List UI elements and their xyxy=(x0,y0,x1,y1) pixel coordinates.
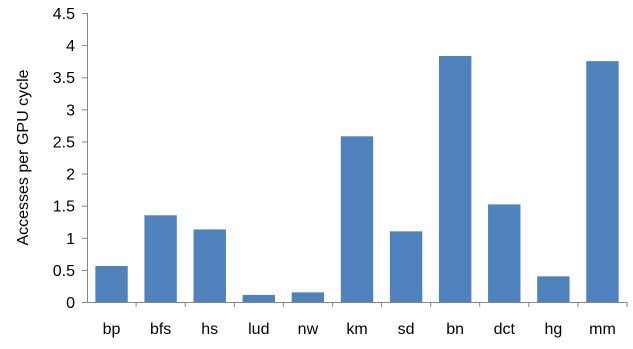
x-tick-label: bp xyxy=(103,321,121,338)
bar-hg xyxy=(537,276,570,302)
x-tick-label: sd xyxy=(398,321,415,338)
x-tick-label: hg xyxy=(544,321,562,338)
bar-km xyxy=(340,136,374,302)
y-axis-title: Accesses per GPU cycle xyxy=(15,69,32,245)
y-tick-label: 3.5 xyxy=(53,70,75,87)
x-tick-label: dct xyxy=(494,321,516,338)
x-tick-label: nw xyxy=(298,321,319,338)
bar-nw xyxy=(291,292,325,302)
y-tick-label: 0.5 xyxy=(53,263,75,280)
y-tick-label: 4 xyxy=(66,38,75,55)
y-tick-label: 3 xyxy=(66,102,75,119)
x-axis-labels: bp bfs hs lud nw km sd bn dct hg mm xyxy=(103,302,628,338)
bar-dct xyxy=(488,204,521,302)
bar-bfs xyxy=(144,215,177,302)
y-tick-label: 2.5 xyxy=(53,134,75,151)
x-tick-label: hs xyxy=(201,321,218,338)
bars xyxy=(95,56,619,303)
x-tick-label: bn xyxy=(446,321,464,338)
bar-lud xyxy=(242,294,276,302)
y-tick-label: 4.5 xyxy=(53,6,75,23)
x-tick-label: km xyxy=(346,321,367,338)
y-axis-ticks: 0 0.5 1 1.5 2 2.5 3 3.5 4 4.5 xyxy=(53,6,87,312)
bar-mm xyxy=(586,61,619,302)
y-tick-label: 0 xyxy=(66,295,75,312)
bar-hs xyxy=(193,229,226,302)
x-tick-label: bfs xyxy=(150,321,171,338)
x-tick-label: lud xyxy=(248,321,269,338)
bar-bn xyxy=(438,56,472,303)
x-tick-label: mm xyxy=(589,321,616,338)
y-tick-label: 1 xyxy=(66,231,75,248)
bar-sd xyxy=(389,231,423,302)
bar-bp xyxy=(95,266,128,302)
y-tick-label: 2 xyxy=(66,167,75,184)
y-tick-label: 1.5 xyxy=(53,199,75,216)
